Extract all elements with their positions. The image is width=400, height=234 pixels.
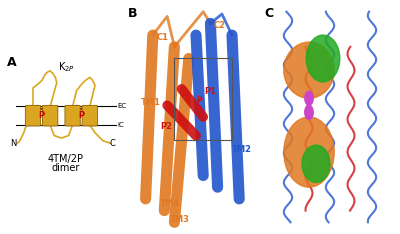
Text: C: C [109,139,115,148]
FancyBboxPatch shape [25,105,41,126]
Text: TM2: TM2 [232,145,252,154]
Bar [174,58,232,140]
Text: A: A [6,56,16,69]
Text: EC: EC [118,103,127,110]
Text: dimer: dimer [52,164,80,173]
Text: TM4: TM4 [160,199,180,208]
Ellipse shape [284,117,334,187]
Text: C: C [264,7,273,20]
Text: P: P [38,111,45,120]
Ellipse shape [284,42,334,98]
Ellipse shape [302,145,330,183]
FancyBboxPatch shape [65,105,80,126]
Text: IC: IC [118,122,124,128]
Text: 4TM/2P: 4TM/2P [48,154,84,164]
Circle shape [305,105,313,119]
Text: K$_{2P}$: K$_{2P}$ [58,60,74,74]
Text: C1: C1 [157,33,169,42]
Ellipse shape [306,35,340,82]
Text: P2: P2 [160,122,172,131]
Text: N: N [10,139,16,148]
Text: P1: P1 [205,87,217,96]
Text: C2: C2 [213,21,225,30]
Text: P: P [78,111,84,120]
FancyBboxPatch shape [42,105,58,126]
Circle shape [305,91,313,105]
Text: B: B [128,7,138,20]
Text: TM1: TM1 [141,98,161,107]
Text: TM3: TM3 [170,215,190,224]
FancyBboxPatch shape [82,105,98,126]
